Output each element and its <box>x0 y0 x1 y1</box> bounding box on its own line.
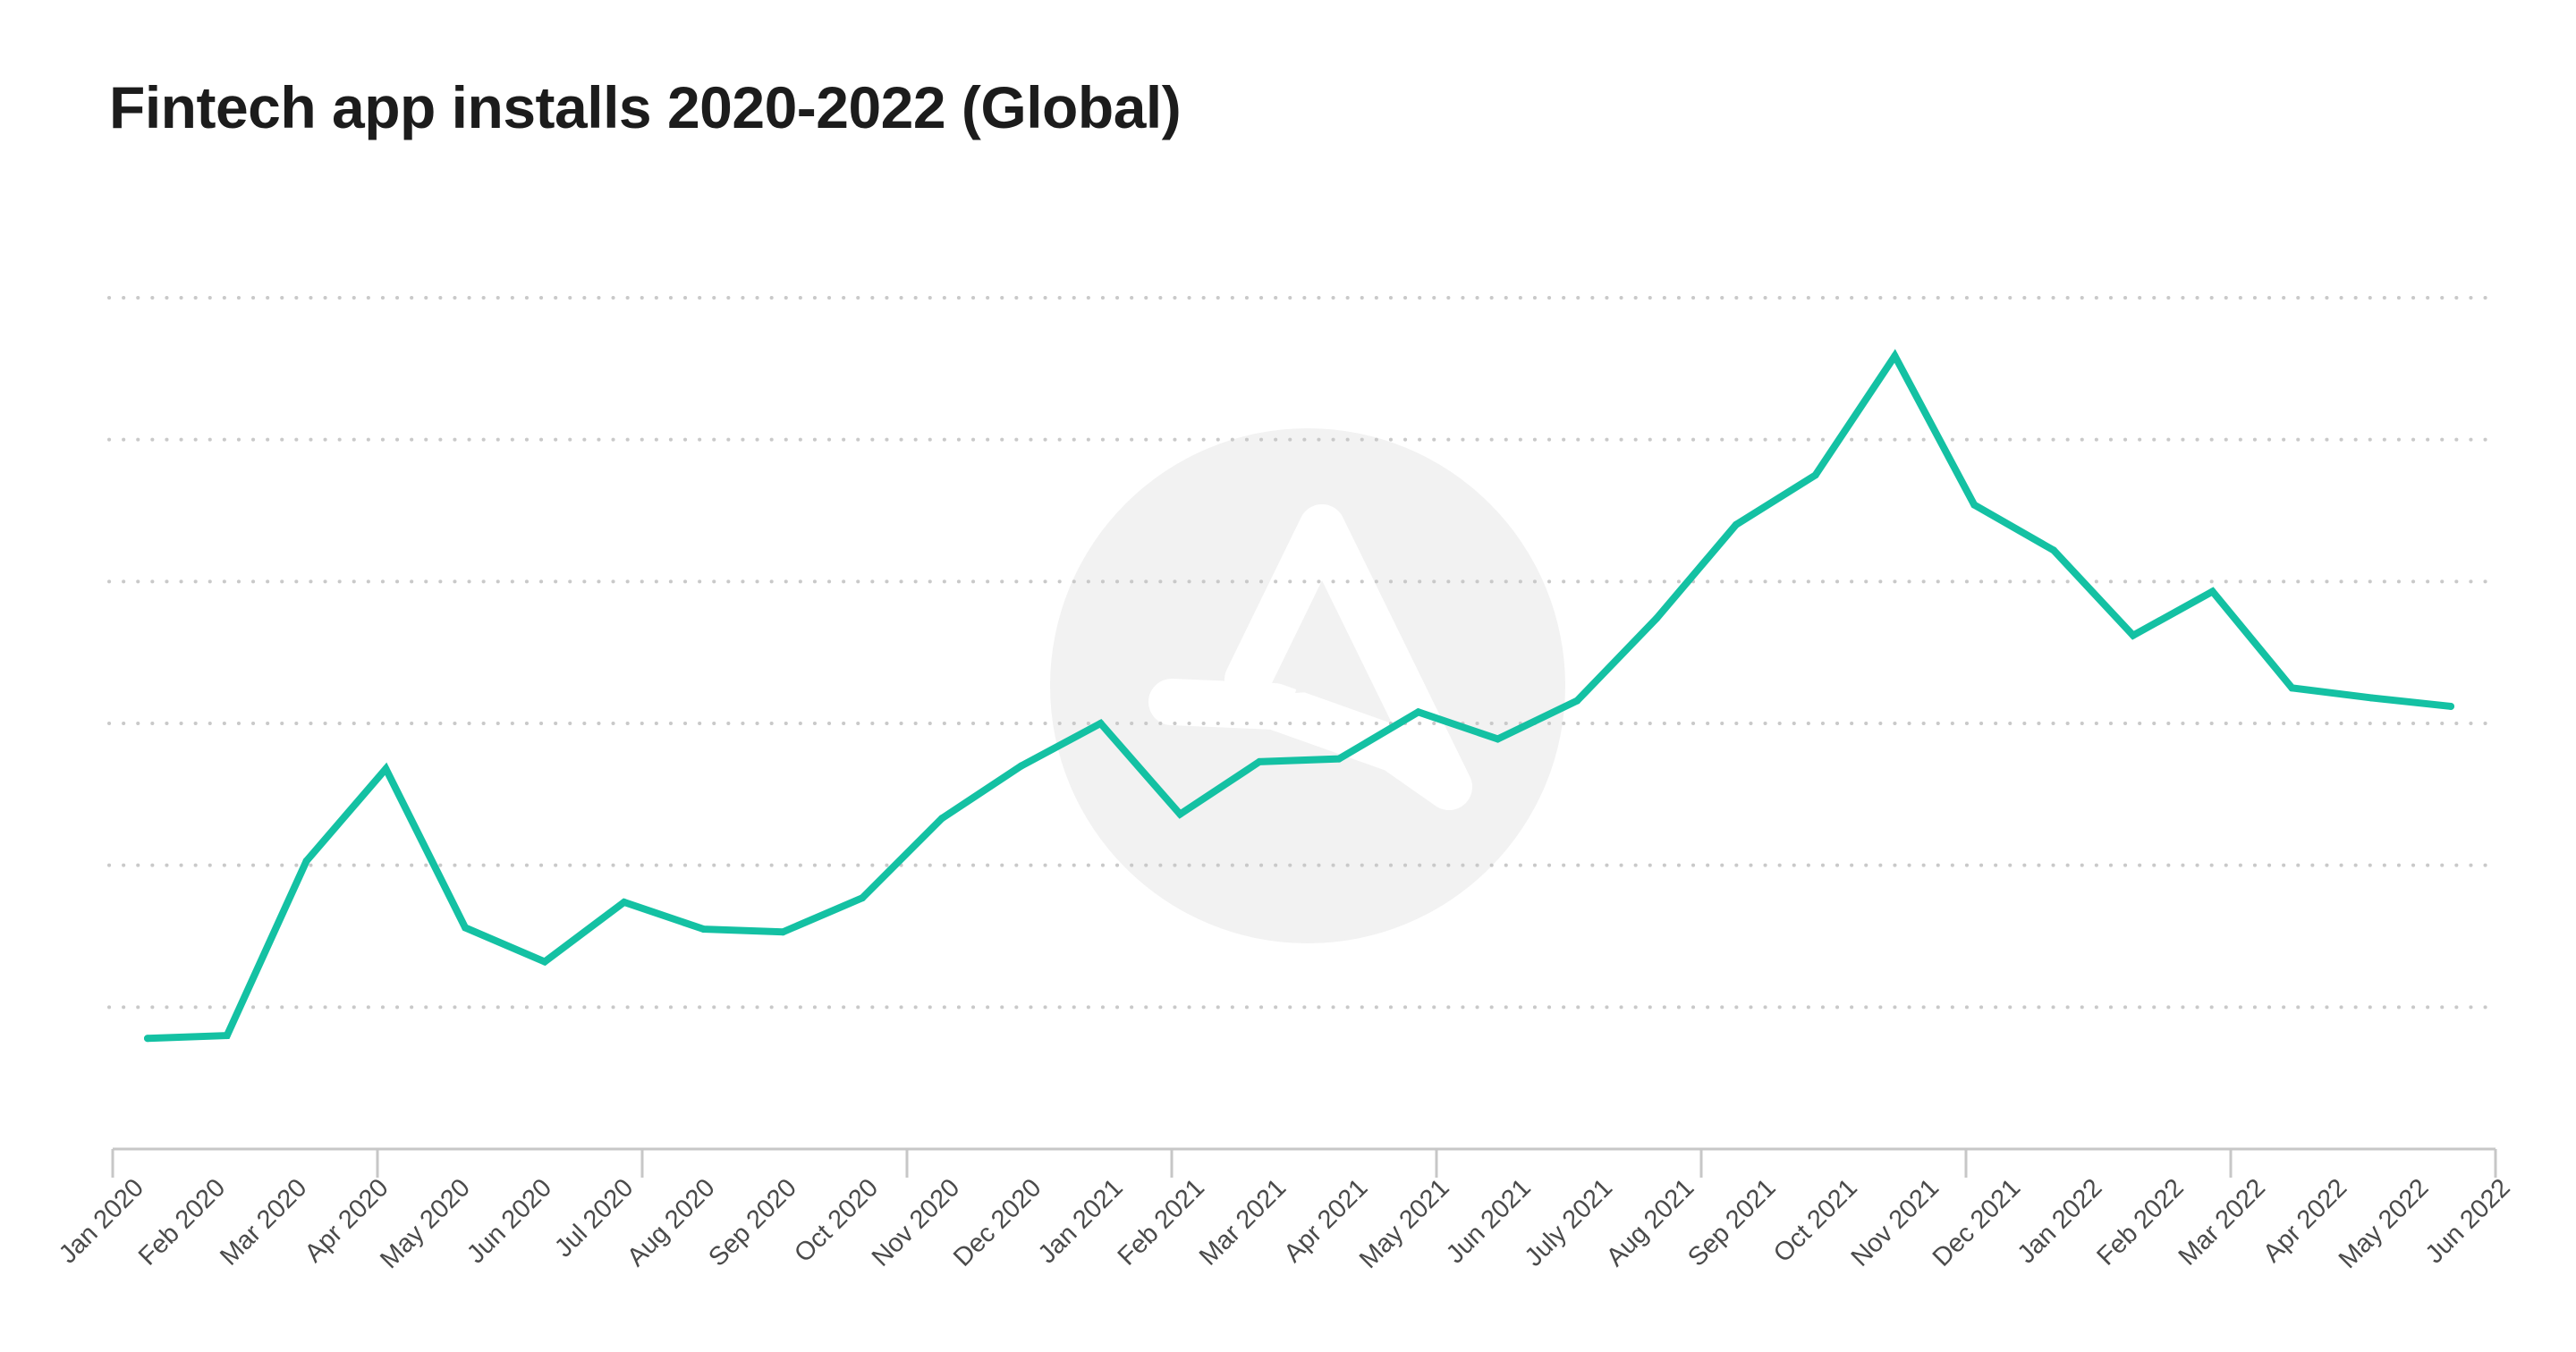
x-tick-label: May 2021 <box>1354 1173 1455 1274</box>
chart-title: Fintech app installs 2020-2022 (Global) <box>109 74 1182 140</box>
data-point <box>1414 708 1422 716</box>
data-point <box>937 815 945 823</box>
x-axis <box>111 1147 2497 1178</box>
x-tick-label: Jan 2020 <box>54 1173 149 1269</box>
x-tick-label: Dec 2021 <box>1928 1173 2026 1272</box>
data-point <box>1970 501 1979 509</box>
x-tick-label: Feb 2022 <box>2091 1173 2189 1271</box>
data-point <box>1017 762 1025 770</box>
data-point <box>1494 735 1502 743</box>
data-point <box>382 765 390 773</box>
x-tick-label: Dec 2020 <box>948 1173 1046 1272</box>
x-tick-label: Mar 2022 <box>2174 1173 2271 1271</box>
x-tick-label: Jun 2022 <box>2420 1173 2516 1269</box>
data-point <box>462 924 470 932</box>
x-tick-label: Sep 2021 <box>1682 1173 1781 1272</box>
x-tick-label: Mar 2021 <box>1194 1173 1292 1271</box>
data-point <box>302 857 310 865</box>
data-point <box>1653 614 1661 622</box>
data-point <box>859 894 867 902</box>
data-point <box>223 1032 231 1040</box>
x-tick-label: Aug 2020 <box>622 1173 720 1272</box>
data-point <box>2129 631 2137 639</box>
x-tick-label: Feb 2021 <box>1113 1173 1210 1271</box>
data-point <box>540 958 548 966</box>
data-point <box>144 1035 151 1043</box>
x-tick-label: Nov 2021 <box>1846 1173 1945 1272</box>
data-point <box>1176 810 1184 818</box>
data-point <box>1891 352 1899 360</box>
series-group <box>144 349 2454 1043</box>
data-point <box>1732 520 1740 528</box>
x-tick-label: July 2021 <box>1520 1173 1618 1272</box>
data-point <box>2050 546 2058 554</box>
data-point <box>1573 697 1581 705</box>
x-tick-label: Feb 2020 <box>133 1173 231 1271</box>
data-point <box>699 925 708 934</box>
data-point <box>2368 694 2376 702</box>
data-point <box>2208 587 2216 596</box>
data-point <box>2288 684 2296 692</box>
data-point <box>779 928 787 936</box>
x-tick-label: Jan 2021 <box>1033 1173 1129 1269</box>
x-tick-label: Mar 2020 <box>215 1173 312 1271</box>
x-tick-label: Sep 2020 <box>703 1173 801 1272</box>
data-point <box>1335 755 1343 763</box>
series-line <box>144 349 2454 1043</box>
brand-logo-watermark-icon <box>1050 428 1565 943</box>
x-tick-label: Jan 2022 <box>2012 1173 2108 1269</box>
x-tick-label: Nov 2020 <box>867 1173 965 1272</box>
data-point <box>2447 702 2454 710</box>
x-tick-label: May 2020 <box>375 1173 476 1274</box>
x-tick-label: May 2022 <box>2334 1173 2435 1274</box>
y-gridlines <box>107 296 2497 1010</box>
data-point <box>1256 757 1264 765</box>
data-point <box>1811 471 1819 479</box>
x-tick-label: Jun 2020 <box>462 1173 557 1269</box>
data-point <box>1097 720 1105 727</box>
x-tick-label: Aug 2021 <box>1601 1173 1699 1272</box>
data-point <box>620 898 628 906</box>
